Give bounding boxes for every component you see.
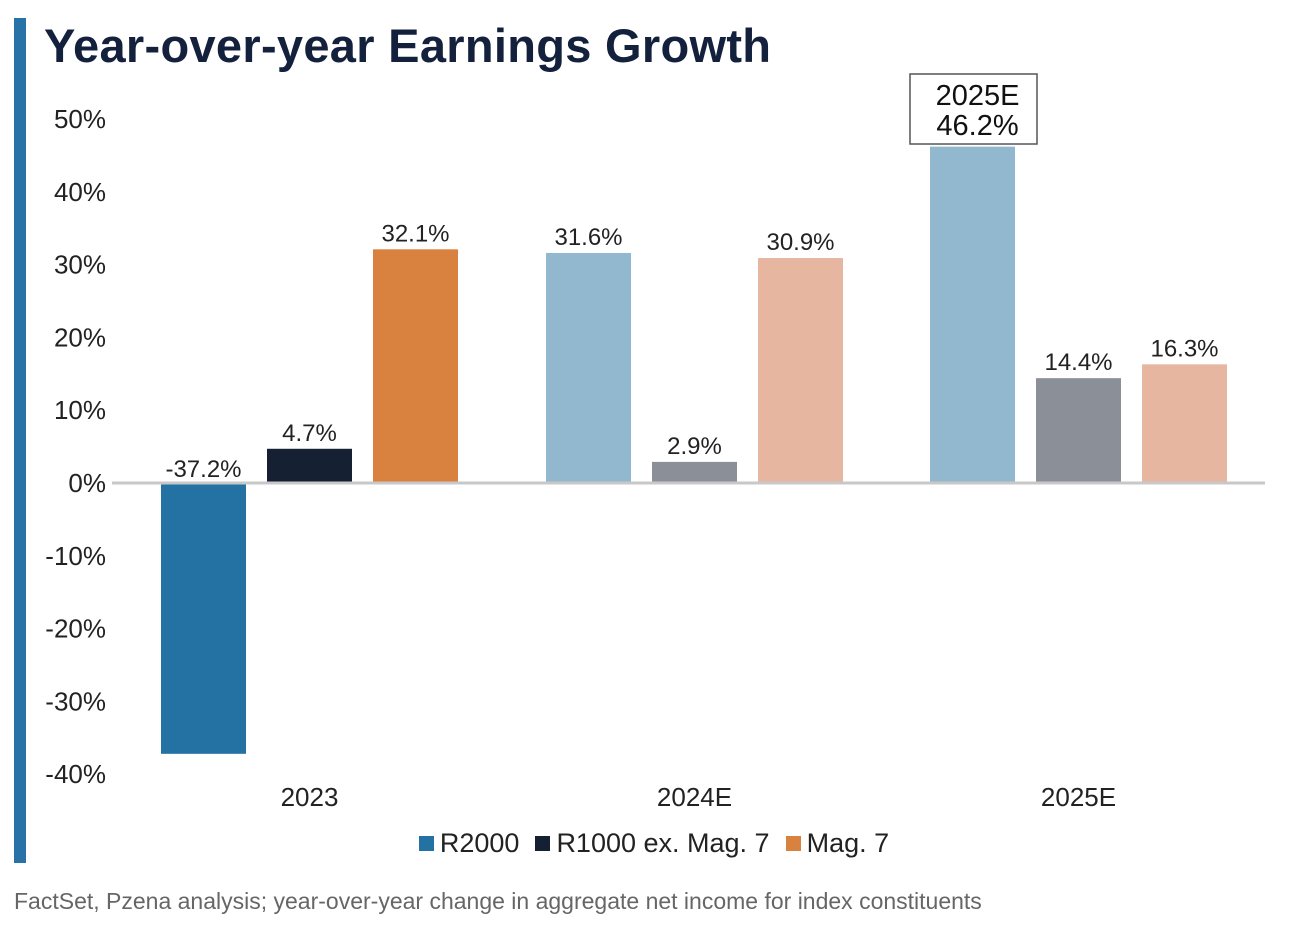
data-label: 31.6% xyxy=(554,224,622,251)
bar-r1000-ex-mag-7-2024e xyxy=(652,461,737,483)
y-tick-label: 40% xyxy=(54,177,106,207)
bar-r2000-2023 xyxy=(161,483,246,754)
accent-bar xyxy=(14,18,26,863)
y-tick-label: -30% xyxy=(45,686,106,716)
legend-item-mag7: Mag. 7 xyxy=(785,828,890,859)
bar-r2000-2024e xyxy=(546,252,631,483)
data-label: 30.9% xyxy=(766,229,834,256)
legend-swatch-mag7 xyxy=(785,836,801,851)
bar-r1000-ex-mag-7-2023 xyxy=(267,448,352,483)
data-label: 4.7% xyxy=(282,420,337,447)
source-note: FactSet, Pzena analysis; year-over-year … xyxy=(14,888,982,914)
bar-mag-7-2025e xyxy=(1142,364,1227,483)
data-label: 32.1% xyxy=(381,220,449,247)
legend-swatch-r1000-ex-mag7 xyxy=(535,836,551,851)
legend-label-mag7: Mag. 7 xyxy=(806,828,890,858)
bar-r2000-2025e xyxy=(930,146,1015,483)
y-tick-label: 0% xyxy=(68,468,106,498)
bar-r1000-ex-mag-7-2025e xyxy=(1036,378,1121,483)
x-category-label: 2025E xyxy=(1041,782,1116,812)
y-tick-label: 30% xyxy=(54,250,106,280)
y-tick-label: 10% xyxy=(54,395,106,425)
data-label: 16.3% xyxy=(1150,335,1218,362)
legend: R2000 R1000 ex. Mag. 7 Mag. 7 xyxy=(0,828,1308,859)
y-tick-label: -20% xyxy=(45,614,106,644)
callout-value: 46.2% xyxy=(936,110,1018,142)
bar-mag-7-2024e xyxy=(758,258,843,483)
callout-box xyxy=(909,73,1038,145)
x-category-label: 2023 xyxy=(281,782,339,812)
callout-category: 2025E xyxy=(936,80,1020,112)
legend-label-r2000: R2000 xyxy=(439,828,520,858)
legend-label-r1000-ex-mag7: R1000 ex. Mag. 7 xyxy=(556,828,770,858)
legend-swatch-r2000 xyxy=(418,836,434,851)
data-label: -37.2% xyxy=(165,456,241,483)
data-label: 2.9% xyxy=(667,433,722,460)
chart-title: Year-over-year Earnings Growth xyxy=(44,19,772,72)
bar-mag-7-2023 xyxy=(373,249,458,483)
y-tick-label: 20% xyxy=(54,322,106,352)
y-tick-label: 50% xyxy=(54,104,106,134)
y-tick-label: -10% xyxy=(45,541,106,571)
y-tick-label: -40% xyxy=(45,759,106,789)
legend-item-r2000: R2000 xyxy=(418,828,520,859)
x-category-label: 2024E xyxy=(657,782,732,812)
legend-item-r1000-ex-mag7: R1000 ex. Mag. 7 xyxy=(535,828,770,859)
data-label: 14.4% xyxy=(1044,349,1112,376)
